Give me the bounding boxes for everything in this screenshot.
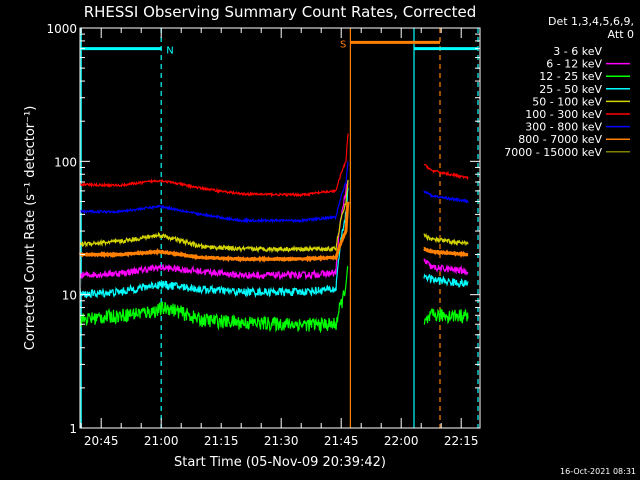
series-line: [79, 133, 349, 198]
series-800-7000-kev: [78, 201, 469, 263]
legend-header-line2: Att 0: [608, 28, 634, 41]
series-line-segment-2: [423, 163, 469, 181]
series-line-segment-2: [423, 246, 469, 258]
legend-label: 300 - 800 keV: [525, 121, 602, 134]
series-line: [79, 161, 349, 224]
series-line: [79, 264, 349, 334]
x-tick-label: 21:00: [144, 434, 179, 448]
x-tick-label: 21:15: [204, 434, 239, 448]
series-line-segment-2: [423, 232, 469, 247]
y-tick-label: 1000: [46, 22, 77, 36]
legend-label: 100 - 300 keV: [525, 108, 602, 121]
legend-label: 7000 - 15000 keV: [504, 146, 602, 159]
x-axis-label: Start Time (05-Nov-09 20:39:42): [174, 455, 386, 470]
series-line-segment-2: [423, 273, 469, 288]
x-tick-label: 20:45: [84, 434, 119, 448]
x-tick-label: 21:45: [324, 434, 359, 448]
series-12-25-kev: [79, 264, 469, 334]
x-tick-label: 22:00: [384, 434, 419, 448]
y-tick-label: 10: [62, 289, 77, 303]
series-line-segment-2: [423, 307, 469, 325]
series-line: [79, 180, 349, 281]
plot-area: NS: [78, 28, 479, 428]
flag-label-n: N: [166, 46, 173, 57]
series-50-100-kev: [79, 179, 469, 254]
legend-header-line1: Det 1,3,4,5,6,9,: [548, 15, 634, 28]
legend-label: 12 - 25 keV: [539, 70, 602, 83]
series-25-50-kev: [79, 187, 469, 299]
render-timestamp: 16-Oct-2021 08:31: [560, 467, 636, 476]
series-line-segment-2: [423, 258, 469, 276]
chart-title: RHESSI Observing Summary Count Rates, Co…: [84, 3, 477, 21]
series-line: [79, 187, 349, 299]
flag-label-s: S: [340, 39, 346, 50]
series-line: [79, 179, 349, 254]
plot-frame: [79, 27, 481, 429]
series-line: [79, 183, 349, 303]
series-line: [78, 201, 350, 263]
axes: 1 10 100 1000 20:45 21:00 21:15 21:30 21:45 22:00…: [46, 22, 480, 448]
legend-label: 3 - 6 keV: [553, 45, 602, 58]
series-6-12-kev: [79, 180, 469, 281]
series-100-300-kev: [79, 133, 469, 198]
y-tick-label: 100: [54, 155, 77, 169]
series-line-segment-2: [423, 190, 469, 204]
series-300-800-kev: [79, 161, 469, 224]
y-axis-label: Corrected Count Rate (s⁻¹ detector⁻¹): [23, 106, 38, 351]
legend-label: 800 - 7000 keV: [518, 133, 602, 146]
y-tick-label: 1: [69, 422, 77, 436]
x-tick-label: 21:30: [264, 434, 299, 448]
legend-label: 25 - 50 keV: [539, 83, 602, 96]
legend-label: 6 - 12 keV: [546, 58, 602, 71]
legend-label: 50 - 100 keV: [532, 95, 602, 108]
x-tick-label: 22:15: [444, 434, 479, 448]
